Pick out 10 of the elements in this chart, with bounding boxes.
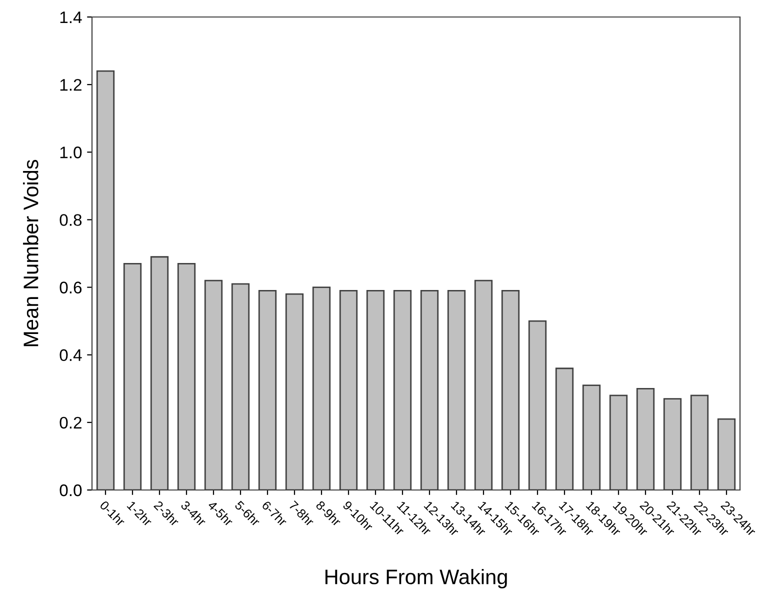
y-tick-label: 1.0: [60, 146, 82, 158]
y-tick-label: 1.4: [60, 12, 82, 24]
x-axis-title: Hours From Waking: [325, 568, 507, 588]
y-tick-label: 0.6: [60, 282, 82, 294]
y-tick-label: 0.0: [60, 484, 82, 496]
y-axis-title: Mean Number Voids: [23, 160, 38, 346]
y-tick-label: 0.8: [60, 214, 82, 226]
y-tick-label: 0.4: [60, 349, 82, 362]
y-tick-label: 0.2: [60, 416, 82, 429]
y-tick-label: 1.2: [60, 78, 82, 91]
